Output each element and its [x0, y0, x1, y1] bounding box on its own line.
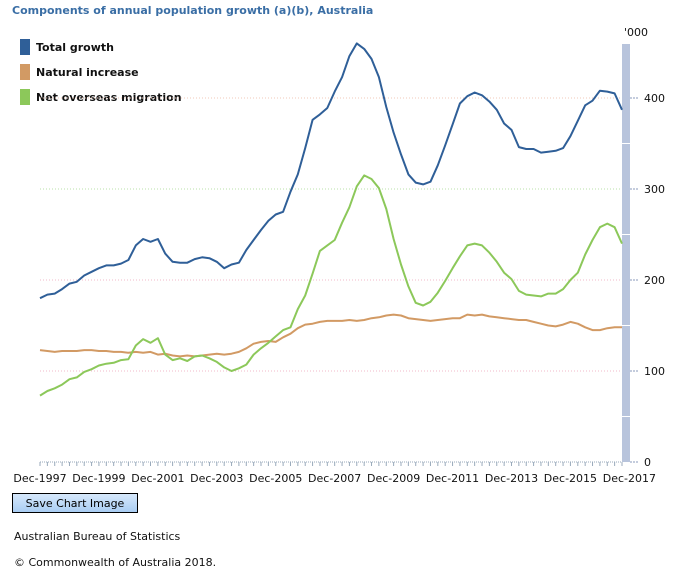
x-tick-label: Dec-2003 — [190, 472, 243, 485]
legend-label: Natural increase — [36, 65, 139, 79]
y-axis-unit: '000 — [624, 26, 648, 39]
x-tick-label: Dec-2011 — [426, 472, 479, 485]
legend-item-total-growth: Total growth — [20, 39, 114, 55]
save-chart-image-button[interactable]: Save Chart Image — [12, 493, 138, 513]
y-tick-label: 300 — [644, 183, 665, 196]
legend-swatch — [20, 64, 30, 80]
source-text: Australian Bureau of Statistics — [14, 530, 181, 543]
series-line-total-growth — [39, 42, 623, 300]
series-line-natural-increase — [39, 313, 622, 358]
legend-label: Total growth — [36, 40, 114, 54]
x-tick-label: Dec-2007 — [308, 472, 361, 485]
legend-item-natural-increase: Natural increase — [20, 64, 139, 80]
legend-swatch — [20, 89, 30, 105]
x-tick-label: Dec-1999 — [72, 472, 125, 485]
x-tick-label: Dec-2015 — [544, 472, 597, 485]
x-tick-label: Dec-2009 — [367, 472, 420, 485]
y-axis-bar — [622, 44, 630, 462]
chart-title: Components of annual population growth (… — [12, 4, 374, 17]
legend-item-net-overseas-migration: Net overseas migration — [20, 89, 182, 105]
x-tick-label: Dec-1997 — [13, 472, 66, 485]
line-chart: 0 100 200 300 400 Dec-1997 Dec-1999 Dec-2001 De… — [13, 26, 665, 485]
y-tick-label: 100 — [644, 365, 665, 378]
y-tick-label: 0 — [644, 456, 651, 469]
x-tick-label: Dec-2013 — [485, 472, 538, 485]
legend-label: Net overseas migration — [36, 90, 182, 104]
series-line-net-overseas-migration — [39, 174, 623, 397]
x-tick-label: Dec-2017 — [603, 472, 656, 485]
copyright-text: © Commonwealth of Australia 2018. — [14, 556, 217, 569]
legend-swatch — [20, 39, 30, 55]
y-tick-label: 400 — [644, 92, 665, 105]
x-tick-label: Dec-2001 — [131, 472, 184, 485]
y-tick-label: 200 — [644, 274, 665, 287]
x-tick-label: Dec-2005 — [249, 472, 302, 485]
